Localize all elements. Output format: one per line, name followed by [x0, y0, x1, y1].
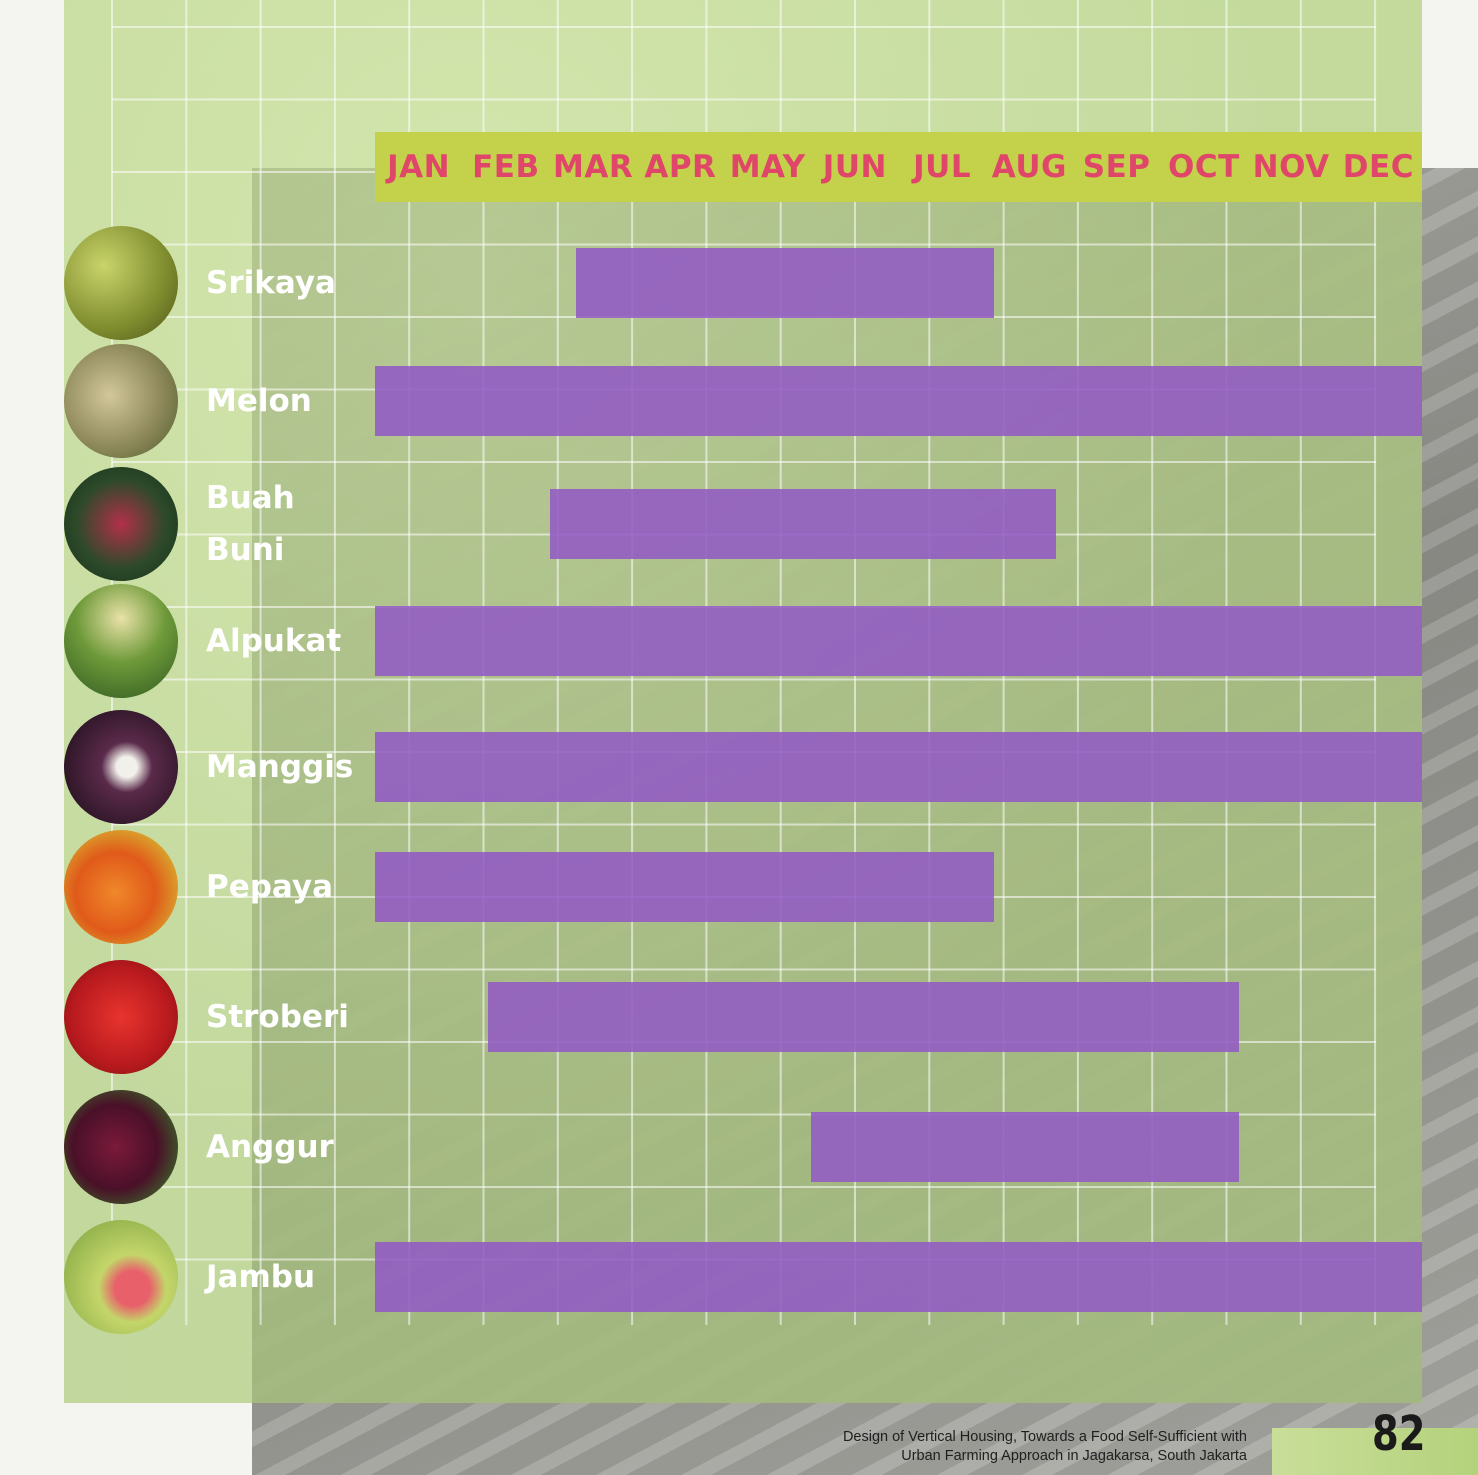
guava-icon	[64, 1220, 178, 1334]
month-label-dec: DEC	[1342, 149, 1414, 185]
month-header-band	[375, 132, 1422, 202]
fruit-label: Srikaya	[206, 265, 336, 301]
month-label-jul: JUL	[913, 149, 972, 185]
footer-caption: Design of Vertical Housing, Towards a Fo…	[780, 1428, 1247, 1466]
month-label-jan: JAN	[387, 149, 451, 185]
mangosteen-icon	[64, 710, 178, 824]
page-number: 82	[1372, 1406, 1426, 1462]
harvest-bar-melon	[375, 366, 1422, 436]
strawberry-icon	[64, 960, 178, 1074]
grape-icon	[64, 1090, 178, 1204]
harvest-bar-jambu	[375, 1242, 1422, 1312]
month-label-apr: APR	[644, 149, 717, 185]
fruit-label: Buah	[206, 480, 295, 516]
month-label-jun: JUN	[822, 149, 887, 185]
harvest-bar-buah-buni	[549, 489, 1056, 559]
harvest-bar-alpukat	[375, 606, 1422, 676]
footer-page-tab	[1272, 1428, 1478, 1475]
fruit-label: Melon	[206, 383, 312, 419]
month-label-oct: OCT	[1168, 149, 1240, 185]
harvest-bar-srikaya	[575, 248, 995, 318]
month-label-sep: SEP	[1082, 149, 1151, 185]
fruit-label: Jambu	[206, 1259, 316, 1295]
avocado-icon	[64, 584, 178, 698]
month-label-feb: FEB	[472, 149, 540, 185]
month-label-may: MAY	[729, 149, 806, 185]
fruit-label: Stroberi	[206, 999, 349, 1035]
buni-berry-icon	[64, 467, 178, 581]
month-label-aug: AUG	[991, 149, 1067, 185]
papaya-icon	[64, 830, 178, 944]
fruit-label: Buni	[206, 532, 285, 568]
fruit-label: Pepaya	[206, 869, 334, 905]
harvest-bar-anggur	[811, 1112, 1239, 1182]
harvest-bar-stroberi	[488, 982, 1239, 1052]
month-label-nov: NOV	[1252, 149, 1330, 185]
harvest-bar-manggis	[375, 732, 1422, 802]
harvest-bar-pepaya	[375, 852, 995, 922]
month-label-mar: MAR	[553, 149, 634, 185]
footer-caption-line1: Design of Vertical Housing, Towards a Fo…	[842, 1429, 1247, 1445]
sugar-apple-icon	[64, 226, 178, 340]
fruit-label: Alpukat	[206, 623, 342, 659]
footer-caption-line2: Urban Farming Approach in Jagakarsa, Sou…	[901, 1448, 1247, 1464]
melon-icon	[64, 344, 178, 458]
fruit-label: Anggur	[206, 1129, 334, 1165]
fruit-label: Manggis	[206, 749, 354, 785]
